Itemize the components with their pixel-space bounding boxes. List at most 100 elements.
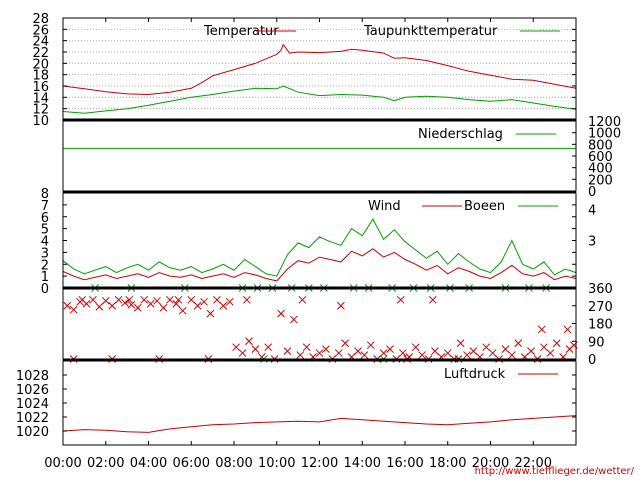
direction-point [277,309,285,318]
direction-point [121,298,129,307]
direction-point [334,349,343,357]
x-tick-label: 06:00 [173,456,210,471]
direction-point [322,345,330,353]
direction-point [366,341,375,350]
direction-point [69,305,78,314]
y-tick-label: 28 [32,12,49,27]
direction-point [501,345,510,353]
series-line [62,43,577,96]
direction-point [411,343,420,352]
source-url: http://www.tiefflieger.de/wetter/ [475,466,635,477]
direction-point [178,306,187,315]
y-tick-label: 1200 [588,115,621,130]
direction-point [153,296,161,305]
grid-layer [63,28,576,110]
legend-label: Wind [368,199,401,214]
x-tick-label: 08:00 [215,456,252,471]
y-tick-label: 360 [588,282,613,297]
direction-point [245,337,253,346]
direction-point [469,347,478,355]
y-tick-label: 16 [32,80,49,95]
y-tick-label: 8 [41,187,49,202]
direction-point [200,297,208,306]
direction-point [133,303,142,312]
direction-point [540,343,548,352]
y-tick-label: 12 [32,103,49,118]
direction-point [187,295,196,304]
direction-point [488,349,497,357]
y-tick-label: 1000 [588,127,621,142]
direction-point [418,351,426,359]
y-tick-label: 1028 [16,369,49,384]
x-tick-label: 12:00 [301,456,338,471]
y-tick-label: 600 [588,150,613,165]
x-tick-label: 22:00 [515,456,552,471]
y-tick-label: 800 [588,138,613,153]
direction-point [546,349,555,357]
y-tick-label: 1026 [16,383,49,398]
x-tick-label: 14:00 [344,456,381,471]
direction-point [298,295,307,304]
direction-point [315,349,324,357]
direction-point [101,296,110,305]
y-tick-label: 26 [32,23,49,38]
direction-point [296,351,305,359]
direction-point [159,303,168,312]
y-tick-label: 1022 [16,411,49,426]
direction-point [219,301,228,310]
direction-point [379,349,388,357]
direction-point [238,349,247,357]
panel-frame [62,17,577,121]
y-tick-label: 1 [41,270,49,285]
y-tick-label: 7 [41,199,49,214]
y2-tick-label: 4 [588,204,596,219]
panel-frame [62,287,577,360]
direction-point [242,295,251,304]
direction-point [537,325,546,334]
x-tick-label: 10:00 [258,456,295,471]
direction-point [283,347,292,355]
series-line [62,218,577,277]
direction-point [232,343,240,352]
direction-point [172,299,181,308]
direction-point [140,295,149,304]
direction-point [125,295,134,304]
y-tick-label: 2 [41,258,49,273]
y-tick-label: 270 [588,300,613,315]
direction-point [341,339,350,348]
y-tick-label: 24 [32,35,49,50]
y-tick-label: 0 [588,185,596,200]
y-tick-label: 0 [41,282,49,297]
x-tick-label: 18:00 [429,456,466,471]
direction-point [146,299,155,308]
direction-point [127,300,136,309]
direction-point [302,343,311,352]
y2-tick-label: 3 [588,235,596,250]
direction-point [225,297,234,306]
direction-point [431,347,439,355]
x-tick-label: 20:00 [472,456,509,471]
x-tick-label: 16:00 [386,456,423,471]
y-tick-label: 1024 [16,397,49,412]
direction-point [89,295,97,304]
y-tick-label: 200 [588,173,613,188]
y-tick-label: 0 [588,353,596,368]
direction-point [463,351,471,359]
direction-point [213,295,221,304]
direction-point [206,309,215,318]
direction-point [527,347,535,355]
y-tick-label: 1020 [16,425,49,440]
direction-point [456,339,465,348]
direction-point [443,349,452,357]
legend-label: Taupunkttemperatur [363,24,498,39]
y-tick-label: 14 [32,91,49,106]
series-layer [62,43,578,433]
direction-point [514,339,523,348]
direction-point [386,345,394,353]
y-tick-label: 6 [41,211,49,226]
direction-point [396,295,405,304]
direction-point [264,343,273,352]
direction-point [95,302,104,311]
series-line [62,248,577,282]
direction-point [63,301,72,310]
